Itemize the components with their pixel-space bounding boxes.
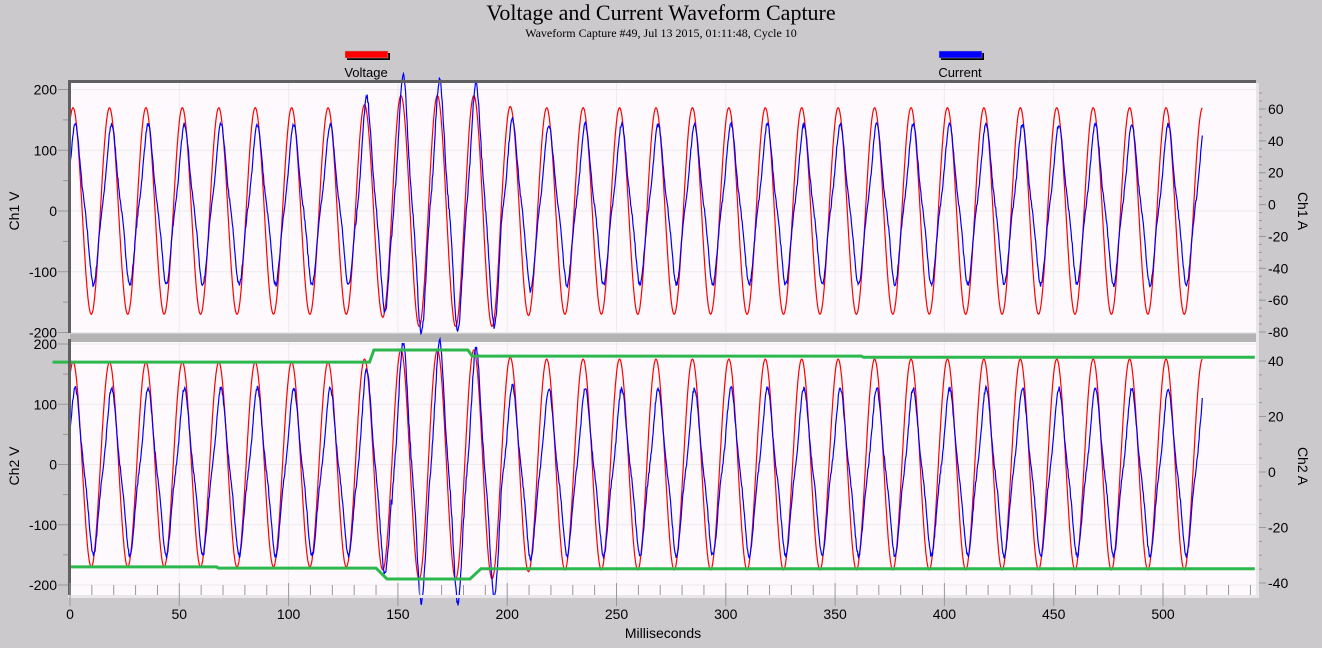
y-tick-label: 200 — [34, 82, 58, 98]
chart-title: Voltage and Current Waveform Capture — [486, 0, 836, 25]
chart-subtitle: Waveform Capture #49, Jul 13 2015, 01:11… — [525, 26, 797, 40]
x-tick-label: 450 — [1042, 606, 1066, 622]
y-right-tick-label: 40 — [1268, 353, 1284, 369]
y-right-tick-label: -40 — [1268, 575, 1288, 591]
y-right-tick-label: 60 — [1268, 101, 1284, 117]
bottom-border — [68, 595, 1259, 598]
ch2-right-axis-label: Ch2 A — [1295, 447, 1311, 486]
x-tick-label: 50 — [172, 606, 188, 622]
plot-area-2 — [70, 342, 1256, 595]
panel-separator — [70, 334, 1256, 342]
y-tick-label: 100 — [34, 396, 58, 412]
y-tick-label: -100 — [29, 264, 57, 280]
y-right-tick-label: 20 — [1268, 165, 1284, 181]
legend-label-current: Current — [938, 65, 982, 80]
x-tick-label: 500 — [1151, 606, 1175, 622]
series-line-0-current — [69, 71, 1203, 336]
y-right-tick-label: 0 — [1268, 464, 1276, 480]
legend-swatch-current-fill — [938, 50, 983, 59]
y-tick-label: 0 — [49, 203, 57, 219]
y-right-tick-label: 0 — [1268, 197, 1276, 213]
y-tick-label: -100 — [29, 517, 57, 533]
x-tick-label: 100 — [277, 606, 301, 622]
legend-swatch-voltage-fill — [344, 50, 389, 59]
y-tick-label: 100 — [34, 142, 58, 158]
x-tick-label: 250 — [605, 606, 629, 622]
legend: Voltage Current — [344, 50, 984, 80]
y-tick-label: -200 — [29, 325, 57, 341]
y-right-tick-label: 40 — [1268, 133, 1284, 149]
x-tick-label: 350 — [823, 606, 847, 622]
series-line-lower-limit — [70, 565, 1255, 581]
y-tick-label: -200 — [29, 577, 57, 593]
x-tick-label: 200 — [496, 606, 520, 622]
y-tick-label: 0 — [49, 457, 57, 473]
x-tick-label: 300 — [714, 606, 738, 622]
y-right-tick-label: -40 — [1268, 260, 1288, 276]
ch1-left-axis-label: Ch1 V — [6, 191, 22, 231]
series-line-1-voltage — [69, 349, 1203, 580]
y-right-tick-label: -60 — [1268, 292, 1288, 308]
x-tick-label: 400 — [933, 606, 957, 622]
legend-label-voltage: Voltage — [344, 65, 387, 80]
y-right-tick-label: -80 — [1268, 324, 1288, 340]
ch2-left-axis-label: Ch2 V — [6, 446, 22, 486]
plot-area-1 — [70, 83, 1256, 333]
y-right-tick-label: -20 — [1268, 228, 1288, 244]
x-tick-label: 0 — [66, 606, 74, 622]
series-line-1-current — [69, 336, 1203, 606]
y-right-tick-label: -20 — [1268, 520, 1288, 536]
ch1-right-axis-label: Ch1 A — [1295, 192, 1311, 231]
y-tick-label: 200 — [34, 336, 58, 352]
right-border — [1256, 83, 1259, 595]
x-tick-label: 150 — [386, 606, 410, 622]
series-line-upper-limit — [52, 348, 1255, 364]
x-axis-label: Milliseconds — [625, 625, 701, 641]
y-right-tick-label: 20 — [1268, 409, 1284, 425]
